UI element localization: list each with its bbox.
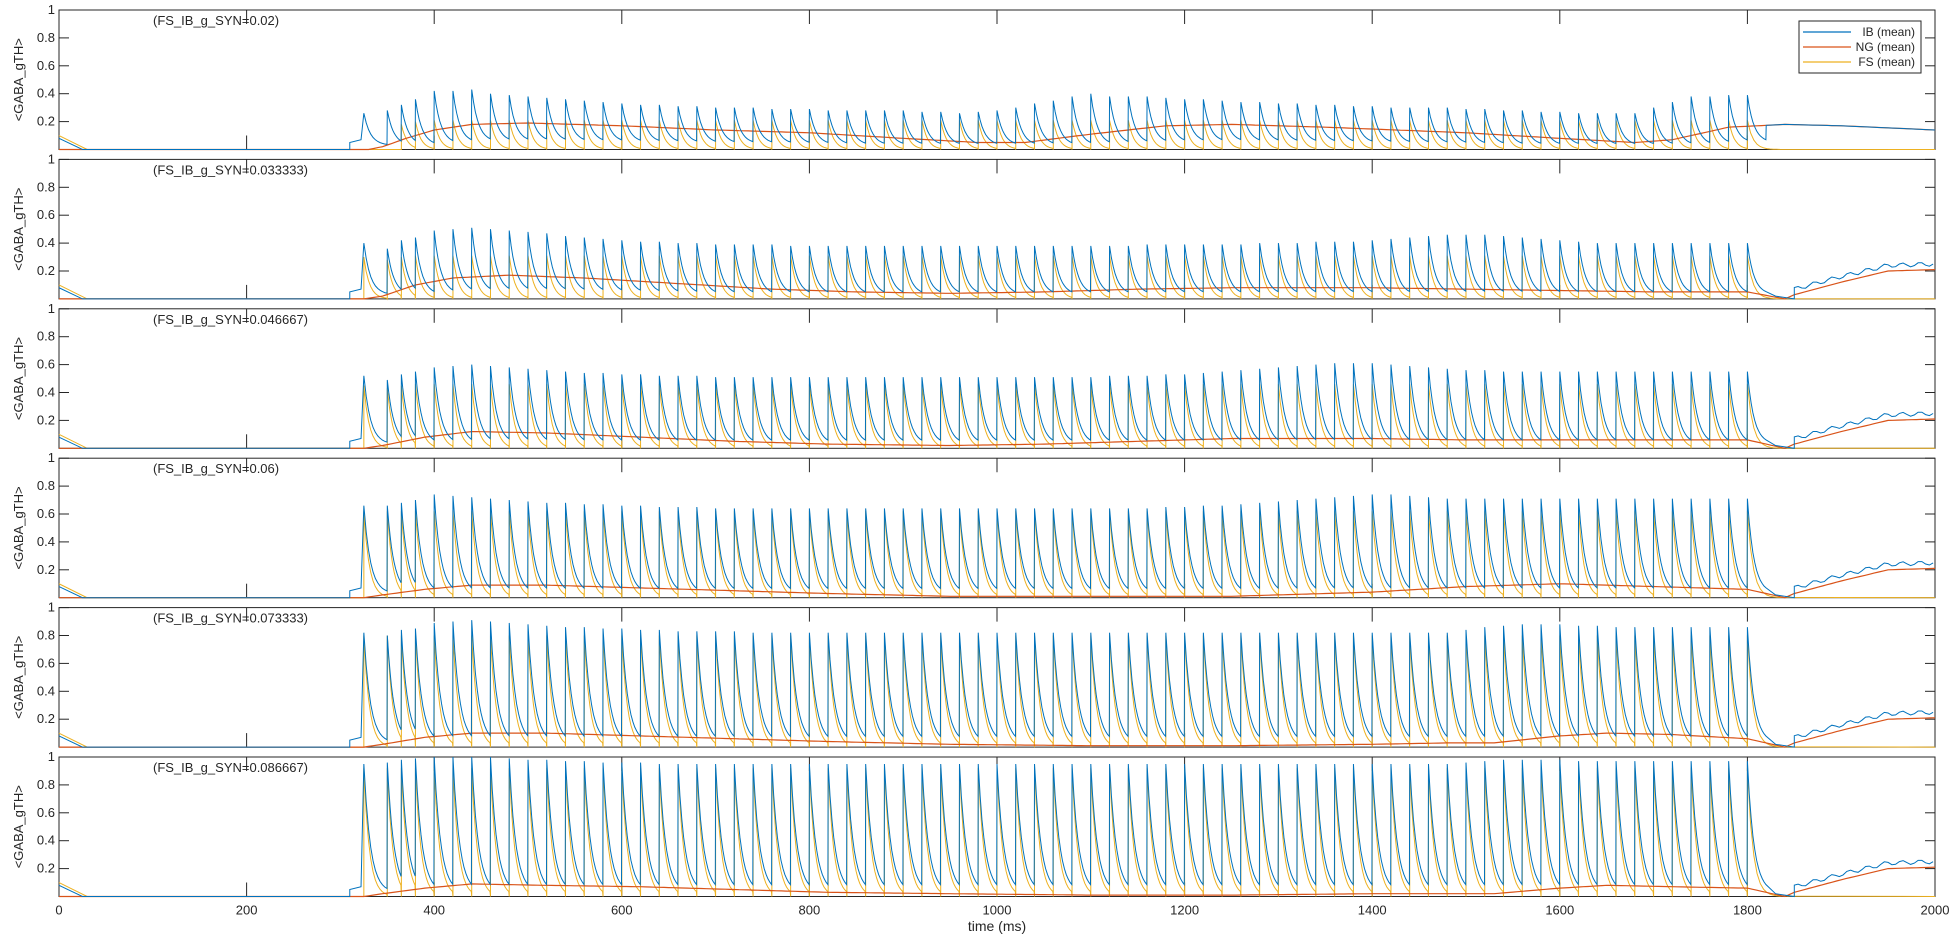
y-axis-label: <GABA_gTH>: [11, 636, 26, 719]
x-tick-label: 0: [55, 903, 62, 918]
x-axis-label: time (ms): [968, 918, 1026, 934]
y-tick-label: 0.4: [37, 235, 55, 250]
y-tick-label: 0.6: [37, 805, 55, 820]
series-ib: [58, 620, 1934, 748]
y-tick-label: 1: [48, 2, 55, 17]
y-tick-label: 0.6: [37, 655, 55, 670]
y-tick-label: 0.6: [37, 207, 55, 222]
series-ib: [58, 494, 1934, 599]
panel-5: 0.2 0.4 0.6 0.8 1 <GABA_gTH> (FS_IB_g_SYN=0.07…: [11, 600, 1936, 748]
panel-title: (FS_IB_g_SYN=0.046667): [153, 312, 308, 327]
x-tick-label: 1600: [1545, 903, 1574, 918]
y-tick-label: 0.4: [37, 683, 55, 698]
x-tick-label: 800: [799, 903, 821, 918]
y-tick-label: 0.4: [37, 534, 55, 549]
x-tick-label: 600: [611, 903, 633, 918]
y-tick-label: 0.4: [37, 86, 55, 101]
x-tick-label: 1000: [983, 903, 1012, 918]
series-fs: [58, 384, 1936, 449]
series-ng: [59, 717, 1936, 748]
y-tick-label: 0.8: [37, 628, 55, 643]
y-tick-label: 1: [48, 151, 55, 166]
panel-title: (FS_IB_g_SYN=0.02): [153, 13, 279, 28]
y-tick-label: 0.6: [37, 357, 55, 372]
y-tick-label: 0.8: [37, 30, 55, 45]
x-tick-label: 400: [423, 903, 445, 918]
x-tick-label: 1800: [1733, 903, 1762, 918]
y-tick-label: 1: [48, 600, 55, 615]
x-tick-label: 1400: [1358, 903, 1387, 918]
y-tick-label: 0.8: [37, 179, 55, 194]
legend-label: IB (mean): [1862, 25, 1915, 39]
legend-label: FS (mean): [1858, 55, 1915, 69]
y-tick-label: 0.4: [37, 385, 55, 400]
y-tick-label: 0.2: [37, 263, 55, 278]
panel-3: 0.2 0.4 0.6 0.8 1 <GABA_gTH> (FS_IB_g_SYN=0.04…: [11, 301, 1936, 449]
series-ng: [59, 418, 1936, 449]
legend[interactable]: IB (mean)NG (mean)FS (mean): [1798, 20, 1922, 74]
y-axis-label: <GABA_gTH>: [11, 38, 26, 121]
panel-title: (FS_IB_g_SYN=0.086667): [153, 760, 308, 775]
panel-6: 0.2 0.4 0.6 0.8 1 0 200 400 600 800 1000 1200 1400 16…: [11, 749, 1949, 918]
panel-1: 0.2 0.4 0.6 0.8 1 <GABA_gTH> (FS_IB_g_SYN=0.02…: [11, 2, 1936, 151]
panel-2: 0.2 0.4 0.6 0.8 1 <GABA_gTH> (FS_IB_g_SYN=0.03…: [11, 151, 1936, 301]
x-tick-label: 1200: [1170, 903, 1199, 918]
y-tick-label: 0.6: [37, 506, 55, 521]
y-tick-label: 1: [48, 450, 55, 465]
y-tick-label: 0.2: [37, 114, 55, 129]
y-tick-label: 0.8: [37, 478, 55, 493]
legend-box: [1798, 20, 1922, 74]
series-fs: [58, 255, 1936, 301]
panel-4: 0.2 0.4 0.6 0.8 1 <GABA_gTH> (FS_IB_g_SYN=0.06…: [11, 450, 1936, 599]
y-axis-label: <GABA_gTH>: [11, 337, 26, 420]
panel-title: (FS_IB_g_SYN=0.073333): [153, 611, 308, 626]
y-tick-label: 0.4: [37, 833, 55, 848]
y-axis-label: <GABA_gTH>: [11, 486, 26, 569]
legend-label: NG (mean): [1856, 40, 1915, 54]
y-tick-label: 0.2: [37, 412, 55, 427]
y-axis-label: <GABA_gTH>: [11, 188, 26, 271]
y-tick-label: 0.2: [37, 562, 55, 577]
series-ib: [58, 363, 1934, 449]
y-tick-label: 0.8: [37, 777, 55, 792]
y-tick-label: 1: [48, 301, 55, 316]
series-ng: [59, 269, 1936, 300]
panel-title: (FS_IB_g_SYN=0.033333): [153, 162, 308, 177]
series-ib: [58, 756, 1934, 898]
y-tick-label: 0.2: [37, 861, 55, 876]
x-tick-label: 200: [236, 903, 258, 918]
series-ng: [59, 866, 1936, 898]
x-tick-label: 2000: [1921, 903, 1950, 918]
y-tick-label: 0.2: [37, 711, 55, 726]
panels: 0.2 0.4 0.6 0.8 1 <GABA_gTH> (FS_IB_g_SYN=0.02…: [11, 2, 1949, 918]
y-tick-label: 0.8: [37, 329, 55, 344]
series-fs: [58, 635, 1936, 748]
y-tick-label: 0.6: [37, 58, 55, 73]
y-axis-label: <GABA_gTH>: [11, 785, 26, 868]
series-ib: [58, 227, 1934, 300]
series-ng: [59, 567, 1936, 599]
series-ib: [58, 89, 1936, 150]
series-fs: [58, 511, 1936, 599]
y-tick-label: 1: [48, 749, 55, 764]
panel-title: (FS_IB_g_SYN=0.06): [153, 461, 279, 476]
series-fs: [58, 768, 1936, 897]
